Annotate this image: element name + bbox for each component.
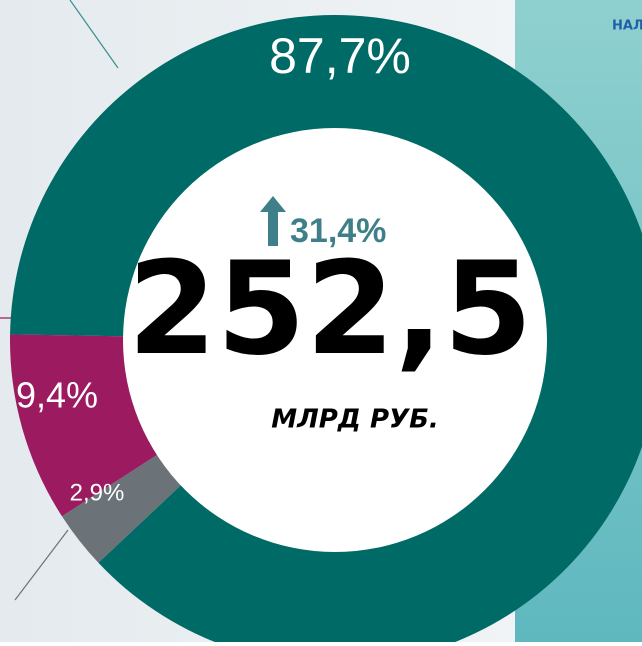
leader-line [69, 0, 119, 69]
corner-text: НАЛ [612, 19, 642, 34]
change-label: 31,4% [290, 212, 386, 250]
data-label: 2,9% [70, 479, 125, 506]
up-arrow [260, 196, 286, 246]
center-unit: МЛРД РУБ. [271, 405, 439, 435]
donut-hole [123, 128, 547, 552]
data-label: 9,4% [16, 375, 98, 416]
center-value: 252,5 [128, 235, 533, 384]
leader-line [14, 529, 69, 601]
data-label: 87,7% [269, 28, 411, 84]
